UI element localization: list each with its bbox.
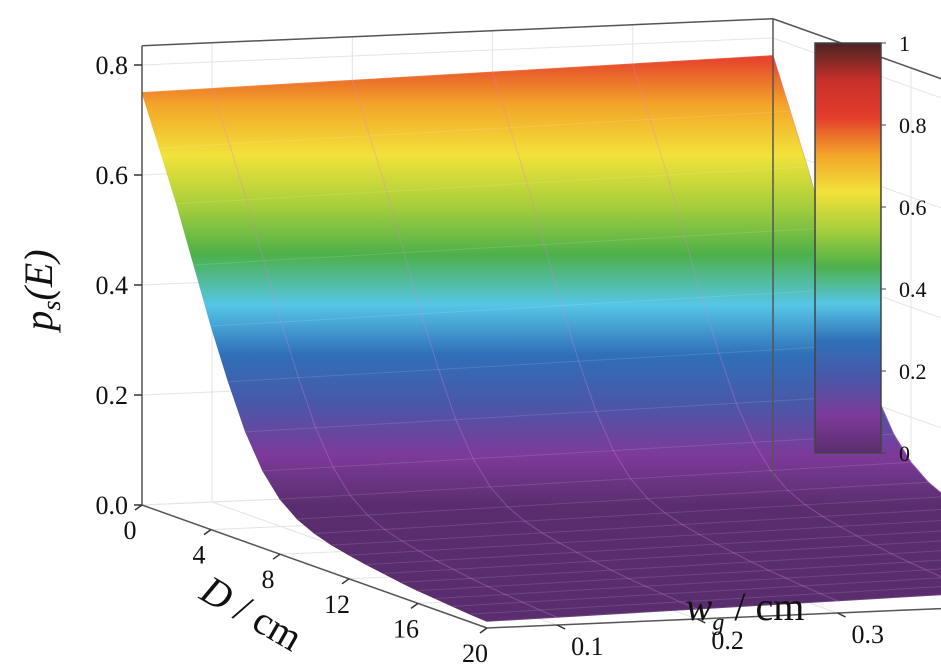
x-tick-label: 20	[462, 639, 488, 668]
y-axis-title-sub: g	[712, 610, 724, 636]
y-tick-label: 0.1	[571, 632, 604, 661]
surface-mesh-line	[348, 520, 941, 556]
surface-mesh-line	[297, 481, 929, 520]
y-tick-mark	[837, 612, 846, 618]
x-tick-mark	[272, 553, 281, 560]
surface-mesh-line	[452, 577, 941, 607]
x-tick-mark	[410, 602, 419, 610]
y-tick-mark	[696, 618, 706, 624]
surface-mesh-line	[400, 550, 941, 583]
colorbar-tick-label: 0.6	[899, 195, 927, 220]
x-tick-label: 4	[193, 541, 206, 570]
surface-mesh-line	[210, 288, 843, 327]
x-axis-ticks: 0 4 8 12 16 20	[124, 504, 488, 668]
surface-mesh-line	[366, 530, 941, 566]
y-axis-line	[486, 607, 941, 629]
y-tick-mark	[556, 624, 566, 630]
surface-strip	[469, 586, 941, 622]
surface-mesh-line	[141, 55, 774, 93]
z-tick-label: 0.4	[96, 271, 129, 300]
surface-mesh-line	[331, 509, 941, 546]
surface-mesh-line	[159, 110, 791, 149]
surface-strip	[399, 550, 941, 592]
surface-strip	[364, 530, 941, 574]
surface-mesh-line	[279, 461, 912, 500]
colorbar-fill	[814, 42, 882, 454]
z-tick-label: 0.6	[96, 161, 129, 190]
y-axis-title-unit: / cm	[724, 584, 804, 629]
z-tick-label: 0.0	[96, 491, 129, 520]
y-axis-title-main: w	[686, 584, 713, 629]
z-tick-label: 0.8	[96, 51, 129, 80]
surface-strip	[382, 540, 941, 583]
surface-strip	[452, 577, 941, 615]
surface-mesh-line	[417, 559, 941, 592]
surface-mesh-line	[193, 227, 825, 266]
z-axis-title-rest: (E)	[16, 249, 61, 300]
axis-frame	[141, 18, 941, 629]
z-tick-label: 0.2	[96, 381, 129, 410]
surface-strip	[347, 520, 941, 566]
surface-mesh-line	[435, 568, 941, 600]
top-left-edge	[141, 18, 774, 47]
surface-mesh-line	[245, 394, 877, 433]
surface-mesh-line	[176, 166, 808, 205]
gridline-left-z	[141, 37, 774, 66]
surface-mesh-line	[314, 496, 941, 534]
surface-mesh-line	[211, 88, 558, 618]
y-axis-title: wg / cm	[686, 584, 805, 636]
surface-mesh-line	[632, 63, 941, 578]
colorbar-tick-label: 0.4	[899, 277, 927, 302]
surface-mesh-line	[492, 71, 838, 602]
surface-strip	[417, 559, 941, 599]
x-tick-mark	[479, 627, 488, 634]
x-tick-mark	[203, 528, 212, 536]
x-tick-mark	[341, 578, 350, 585]
colorbar-tick-label: 0.8	[899, 113, 927, 138]
surface-mesh-line	[469, 586, 941, 615]
surface-mesh-line	[486, 594, 941, 622]
surface-mesh-line	[228, 344, 860, 383]
y-axis-ticks: 0.10.20.30.40.5	[556, 612, 885, 661]
colorbar-tick-label: 0.2	[899, 359, 927, 384]
x-axis-line	[141, 504, 488, 629]
x-tick-label: 0	[124, 516, 137, 545]
z-axis-ticks: 0.0 0.2 0.4 0.6 0.8	[96, 51, 142, 520]
x-tick-label: 12	[324, 590, 350, 619]
top-back-edge	[772, 18, 941, 80]
surface-mesh-line	[262, 433, 894, 472]
colorbar-tick-label: 1	[899, 31, 910, 56]
x-axis-title: D / cm	[192, 566, 310, 660]
z-axis-title-main: p	[16, 311, 61, 334]
x-tick-label: 16	[393, 614, 419, 643]
z-axis-title: ps(E)	[16, 249, 66, 333]
x-tick-mark	[134, 504, 143, 511]
surface-strip	[330, 509, 941, 556]
surface-strip	[435, 568, 941, 607]
colorbar	[814, 42, 882, 454]
z-axis-title-sub: s	[37, 300, 66, 310]
surface-strip	[313, 496, 941, 546]
x-tick-label: 8	[262, 565, 275, 594]
colorbar-tick-label: 0	[899, 441, 910, 466]
surface-plot	[141, 55, 941, 622]
surface-mesh-line	[383, 540, 941, 574]
y-tick-label: 0.2	[711, 626, 744, 655]
colorbar-ticks: 0 0.2 0.4 0.6 0.8 1	[881, 31, 927, 466]
y-tick-label: 0.3	[852, 620, 885, 649]
surface-mesh-line	[351, 80, 698, 610]
surface-strip	[296, 481, 941, 534]
